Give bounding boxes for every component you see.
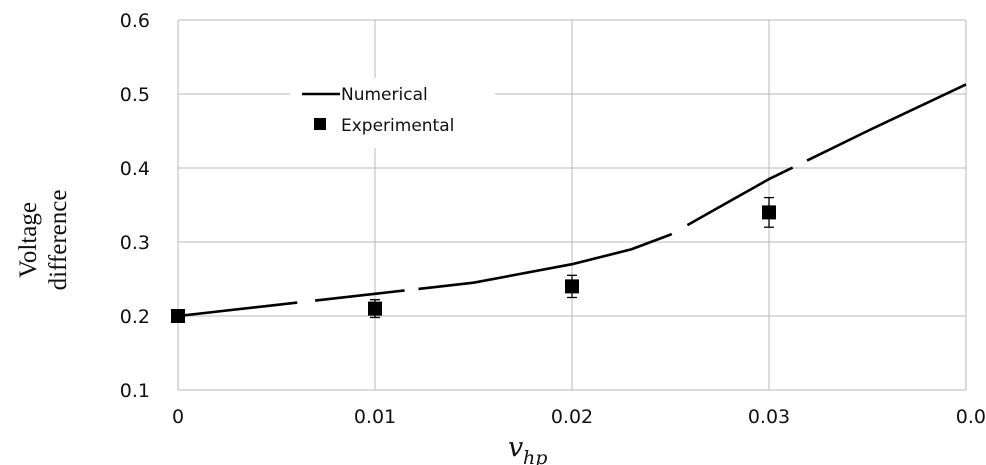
y-axis-title: Voltage difference: [15, 190, 72, 291]
x-tick-label: 0: [172, 406, 184, 428]
grid: [177, 19, 967, 391]
legend-experimental-label: Experimental: [341, 116, 454, 136]
series-layer: [171, 83, 967, 323]
numerical-series-line: [177, 83, 967, 318]
legend-numerical-label: Numerical: [341, 85, 428, 105]
y-tick-label: 0.5: [120, 84, 150, 106]
y-tick-label: 0.6: [120, 10, 150, 32]
x-axis-title: v hp: [508, 432, 547, 465]
x-tick-label: 0.01: [354, 406, 396, 428]
experimental-point: [171, 309, 185, 323]
x-tick-label: 0.02: [551, 406, 593, 428]
legend-experimental-swatch: [314, 118, 326, 130]
x-tick-label: 0.0: [956, 406, 986, 428]
y-tick-label: 0.4: [120, 158, 150, 180]
x-tick-label: 0.03: [748, 406, 790, 428]
experimental-point: [565, 279, 579, 294]
x-tick-labels: 0 0.01 0.02 0.03 0.0: [172, 406, 986, 428]
y-axis-title-line-2: difference: [45, 190, 72, 291]
x-axis-title-main: v: [508, 432, 523, 463]
y-axis-title-line-1: Voltage: [15, 202, 42, 278]
experimental-point: [368, 301, 382, 316]
experimental-point: [762, 205, 776, 220]
y-tick-label: 0.2: [120, 306, 150, 328]
y-tick-label: 0.1: [120, 380, 150, 402]
y-tick-label: 0.3: [120, 232, 150, 254]
x-axis-title-subscript: hp: [523, 447, 547, 465]
legend: Numerical Experimental: [290, 78, 495, 148]
y-tick-labels: 0.1 0.2 0.3 0.4 0.5 0.6: [120, 10, 150, 402]
legend-background: [290, 78, 495, 148]
